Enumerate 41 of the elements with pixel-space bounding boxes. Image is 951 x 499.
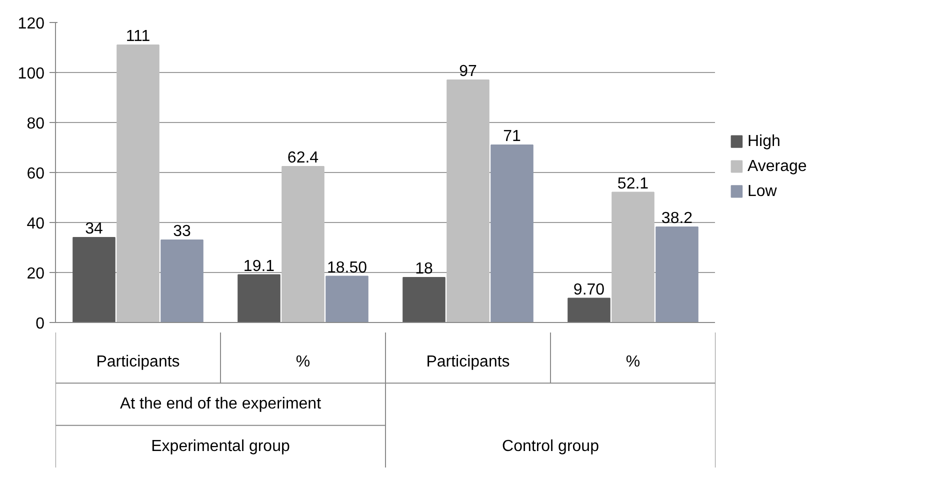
bar bbox=[402, 277, 446, 322]
y-tick-label: 120 bbox=[18, 16, 45, 32]
y-tick-label: 0 bbox=[36, 316, 45, 332]
data-label: 71 bbox=[503, 128, 521, 145]
bar bbox=[238, 274, 280, 322]
text: Experimental group bbox=[151, 438, 290, 455]
x-tick-label: Participants bbox=[96, 354, 180, 371]
bar bbox=[490, 144, 534, 322]
data-label: 33 bbox=[173, 223, 191, 240]
data-label: 62.4 bbox=[287, 150, 319, 166]
bar bbox=[656, 226, 698, 322]
data-label: 34 bbox=[85, 220, 103, 238]
x-tick-label: Participants bbox=[426, 354, 510, 371]
bar bbox=[326, 276, 368, 322]
x-tick-label: % bbox=[626, 354, 640, 371]
bar bbox=[568, 298, 610, 322]
data-label: 52.1 bbox=[617, 175, 649, 192]
y-tick-label: 40 bbox=[26, 216, 45, 232]
data-label: 97 bbox=[459, 63, 477, 80]
y-tick-label: 60 bbox=[26, 166, 45, 182]
y-tick-label: 100 bbox=[18, 66, 45, 82]
bar bbox=[612, 192, 654, 322]
data-label: 18 bbox=[415, 260, 433, 278]
bar bbox=[160, 240, 204, 322]
bar bbox=[72, 237, 116, 322]
data-label: 38.2 bbox=[661, 210, 693, 227]
y-tick-label: 80 bbox=[26, 116, 45, 132]
text: Control group bbox=[502, 438, 600, 455]
x-tick-label: % bbox=[296, 354, 310, 371]
data-label: 9.70 bbox=[573, 281, 605, 298]
legend-label: Average bbox=[748, 158, 807, 175]
legend-label: High bbox=[748, 133, 780, 150]
text: At the end of the experiment bbox=[120, 396, 322, 413]
bar bbox=[282, 166, 324, 322]
data-label: 18.50 bbox=[326, 259, 368, 276]
bar bbox=[116, 44, 160, 322]
data-label: 19.1 bbox=[243, 258, 275, 275]
y-tick-label: 20 bbox=[26, 266, 45, 282]
bar bbox=[446, 80, 490, 322]
data-label: 111 bbox=[126, 28, 150, 45]
legend-label: Low bbox=[748, 182, 778, 200]
